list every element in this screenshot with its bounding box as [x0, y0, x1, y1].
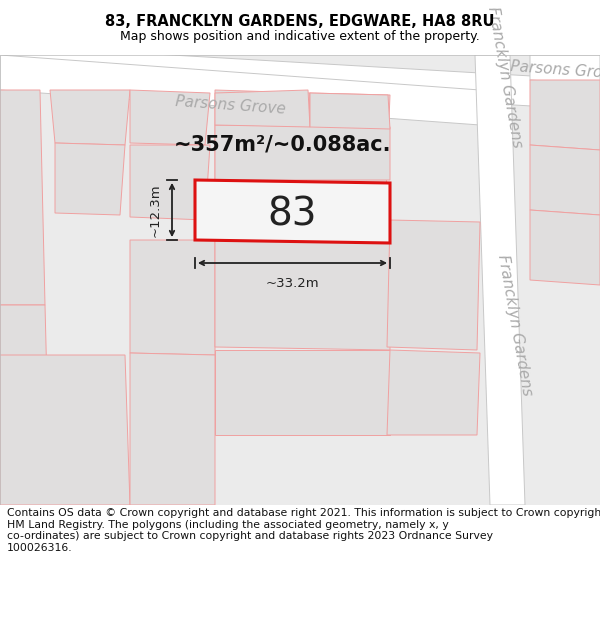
Text: Francklyn Gardens: Francklyn Gardens: [485, 5, 525, 149]
Polygon shape: [215, 90, 310, 127]
Text: ~12.3m: ~12.3m: [149, 183, 162, 237]
Polygon shape: [130, 145, 210, 220]
Text: Parsons Grove: Parsons Grove: [509, 59, 600, 81]
Polygon shape: [0, 55, 480, 125]
Text: ~33.2m: ~33.2m: [266, 277, 319, 290]
Text: Contains OS data © Crown copyright and database right 2021. This information is : Contains OS data © Crown copyright and d…: [7, 508, 600, 553]
Polygon shape: [530, 80, 600, 150]
Polygon shape: [215, 240, 390, 350]
Polygon shape: [130, 240, 215, 355]
Polygon shape: [305, 93, 390, 220]
Text: 83, FRANCKLYN GARDENS, EDGWARE, HA8 8RU: 83, FRANCKLYN GARDENS, EDGWARE, HA8 8RU: [105, 14, 495, 29]
Polygon shape: [387, 220, 480, 350]
Polygon shape: [387, 350, 480, 435]
Polygon shape: [530, 55, 600, 85]
Polygon shape: [475, 55, 525, 505]
Text: 83: 83: [268, 196, 317, 234]
Text: ~357m²/~0.088ac.: ~357m²/~0.088ac.: [174, 135, 391, 155]
Text: Parsons Grove: Parsons Grove: [174, 94, 286, 116]
Polygon shape: [0, 45, 600, 110]
Polygon shape: [50, 90, 130, 145]
Polygon shape: [215, 350, 390, 435]
Polygon shape: [130, 90, 210, 145]
Text: Map shows position and indicative extent of the property.: Map shows position and indicative extent…: [120, 30, 480, 43]
Polygon shape: [130, 353, 215, 505]
Polygon shape: [215, 125, 390, 180]
Polygon shape: [215, 90, 310, 220]
Polygon shape: [530, 210, 600, 285]
Polygon shape: [0, 90, 45, 305]
Text: Francklyn Gardens: Francklyn Gardens: [495, 253, 535, 397]
Polygon shape: [0, 305, 50, 505]
Polygon shape: [0, 355, 130, 505]
Polygon shape: [195, 180, 390, 243]
Polygon shape: [55, 143, 125, 215]
Polygon shape: [310, 93, 390, 129]
Polygon shape: [530, 145, 600, 215]
